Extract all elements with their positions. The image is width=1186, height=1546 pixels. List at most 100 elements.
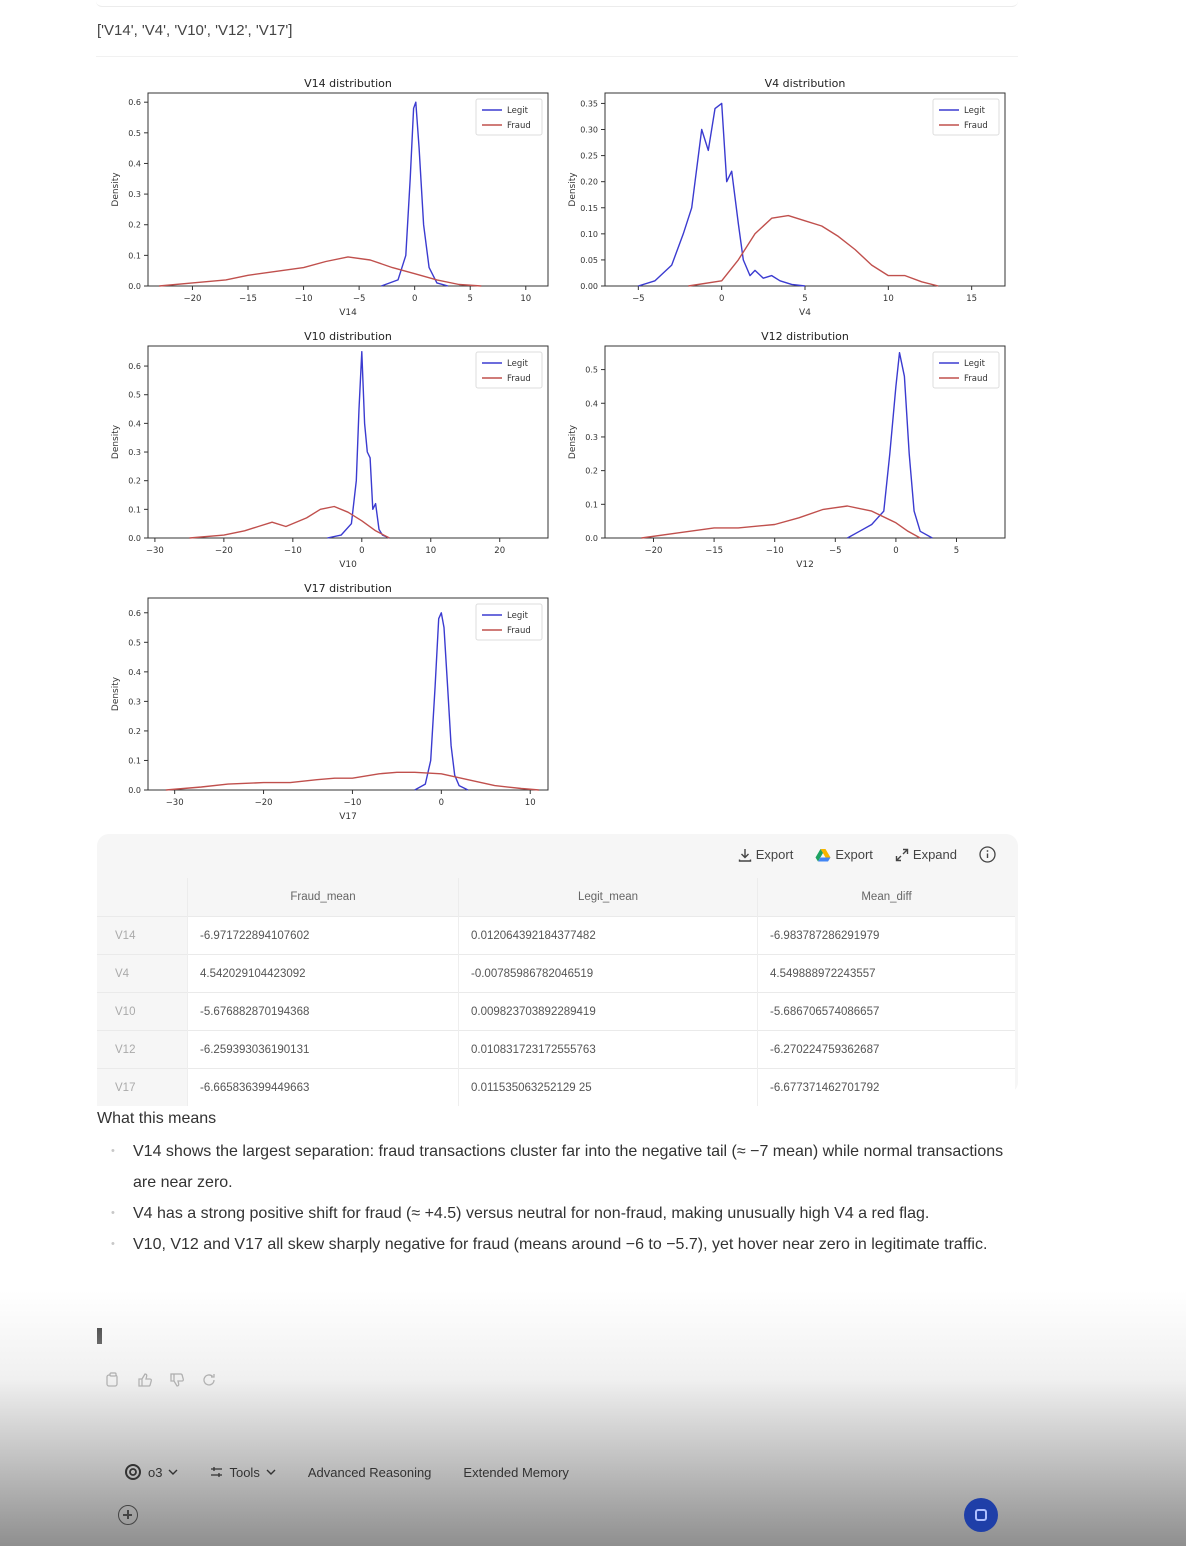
x-axis-label: V10 <box>339 560 357 570</box>
chart-v14: V14 distribution V14 Density −20 −15 −10 −5 0 5 1… <box>111 77 549 318</box>
y-tick-label: 0.2 <box>128 221 141 230</box>
assistant-answer: What this means V14 shows the largest se… <box>97 1110 1017 1260</box>
y-axis-label: Density <box>111 676 121 711</box>
list-item: V4 has a strong positive shift for fraud… <box>97 1198 1017 1229</box>
table-cell: -5.676882870194368 <box>187 992 459 1031</box>
chart-title: V12 distribution <box>761 330 849 343</box>
export-drive-label: Export <box>835 847 873 862</box>
column-header[interactable]: Legit_mean <box>458 878 758 917</box>
density-line-legit <box>638 102 806 287</box>
table-cell: 0.009823703892289419 <box>458 992 758 1031</box>
y-tick-label: 0.6 <box>128 98 141 107</box>
x-tick-label: 0 <box>412 294 417 304</box>
x-tick-label: −20 <box>255 798 273 808</box>
density-line-fraud <box>688 214 939 287</box>
x-tick-label: −20 <box>183 294 201 304</box>
y-tick-label: 0.30 <box>580 126 598 135</box>
previous-output-border <box>96 0 1018 7</box>
y-tick-label: 0.3 <box>128 697 141 706</box>
model-label: o3 <box>148 1464 163 1480</box>
density-line-legit <box>381 101 449 287</box>
chart-v12: V12 distribution V12 Density −20 −15 −10 −5 0 5 0… <box>568 330 1006 570</box>
table-row: V14 -6.971722894107602 0.012064392184377… <box>97 916 1015 955</box>
y-tick-label: 0.3 <box>128 190 141 199</box>
density-line-fraud <box>641 505 921 539</box>
table-cell: -6.665836399449663 <box>187 1068 459 1106</box>
download-icon <box>738 848 751 862</box>
x-tick-label: 10 <box>425 546 436 556</box>
info-icon <box>979 846 996 863</box>
advanced-reasoning-toggle[interactable]: Advanced Reasoning <box>307 1464 432 1480</box>
legend-label: Legit <box>964 106 986 116</box>
column-header[interactable]: Mean_diff <box>757 878 1015 917</box>
google-drive-icon <box>815 848 831 861</box>
x-axis-label: V12 <box>796 560 814 570</box>
x-tick-label: −5 <box>632 294 645 304</box>
x-tick-label: 0 <box>893 546 898 556</box>
legend-label: Legit <box>507 611 529 621</box>
y-tick-label: 0.0 <box>128 786 141 795</box>
export-drive-button[interactable]: Export <box>815 847 873 862</box>
table-toolbar: Export Export Expand <box>738 846 996 863</box>
plots-separator <box>96 56 1018 57</box>
y-tick-label: 0.00 <box>580 282 598 291</box>
y-tick-label: 0.35 <box>580 99 598 108</box>
model-selector[interactable]: o3 <box>124 1463 178 1481</box>
list-item: V14 shows the largest separation: fraud … <box>97 1136 1017 1198</box>
y-tick-label: 0.2 <box>585 467 598 476</box>
stats-table: Fraud_mean Legit_mean Mean_diff V14 -6.9… <box>97 878 1015 1106</box>
row-label: V4 <box>97 954 188 993</box>
y-tick-label: 0.5 <box>128 638 141 647</box>
table-cell: 4.542029104423092 <box>187 954 459 993</box>
table-row: V17 -6.665836399449663 0.011535063252129… <box>97 1068 1015 1106</box>
density-line-legit <box>327 351 390 539</box>
features-output: ['V14', 'V4', 'V10', 'V12', 'V17'] <box>97 22 293 39</box>
info-button[interactable] <box>979 846 996 863</box>
y-tick-label: 0.15 <box>580 204 598 213</box>
table-cell: -6.677371462701792 <box>757 1068 1015 1106</box>
y-axis-label: Density <box>111 424 121 459</box>
chart-title: V14 distribution <box>304 77 392 90</box>
composer: o3 Tools Advanced Reasoning Extended Mem… <box>98 1445 1018 1546</box>
chevron-down-icon <box>266 1469 276 1475</box>
table-header-row: Fraud_mean Legit_mean Mean_diff <box>97 878 1015 917</box>
extended-memory-toggle[interactable]: Extended Memory <box>463 1464 569 1480</box>
tools-selector[interactable]: Tools <box>210 1465 276 1480</box>
y-tick-label: 0.1 <box>128 505 141 514</box>
x-tick-label: −15 <box>705 546 723 556</box>
answer-bullets: V14 shows the largest separation: fraud … <box>97 1136 1017 1260</box>
x-tick-label: 10 <box>883 294 894 304</box>
chart-title: V4 distribution <box>765 77 846 90</box>
add-attachment-button[interactable] <box>118 1505 138 1525</box>
x-tick-label: 0 <box>719 294 724 304</box>
y-tick-label: 0.3 <box>128 448 141 457</box>
x-tick-label: 0 <box>359 546 364 556</box>
x-tick-label: 15 <box>966 294 977 304</box>
expand-icon <box>895 848 909 861</box>
row-label: V17 <box>97 1068 188 1106</box>
column-header[interactable]: Fraud_mean <box>187 878 459 917</box>
y-tick-label: 0.4 <box>585 399 598 408</box>
answer-heading: What this means <box>97 1110 217 1127</box>
export-button[interactable]: Export <box>738 847 794 862</box>
x-tick-label: 10 <box>525 798 536 808</box>
table-cell: -6.270224759362687 <box>757 1030 1015 1069</box>
x-tick-label: 20 <box>494 546 505 556</box>
index-header <box>97 878 188 917</box>
density-line-fraud <box>165 771 540 791</box>
send-button[interactable] <box>964 1498 998 1532</box>
y-tick-label: 0.1 <box>128 251 141 260</box>
expand-button[interactable]: Expand <box>895 847 957 862</box>
legend-box <box>475 351 543 389</box>
legend-box <box>932 98 1000 136</box>
y-tick-label: 0.1 <box>128 756 141 765</box>
x-tick-label: 0 <box>439 798 444 808</box>
table-cell: 4.549888972243557 <box>757 954 1015 993</box>
x-tick-label: −5 <box>353 294 366 304</box>
density-line-fraud <box>159 256 482 287</box>
chart-v10: V10 distribution V10 Density −30 −20 −10 0 10 20… <box>111 330 549 570</box>
legend-label: Legit <box>507 106 529 116</box>
legend-label: Fraud <box>507 374 531 384</box>
export-label: Export <box>755 847 794 862</box>
stats-table-card: Export Export Expand Fraud_mean Legit_me… <box>97 834 1018 1106</box>
